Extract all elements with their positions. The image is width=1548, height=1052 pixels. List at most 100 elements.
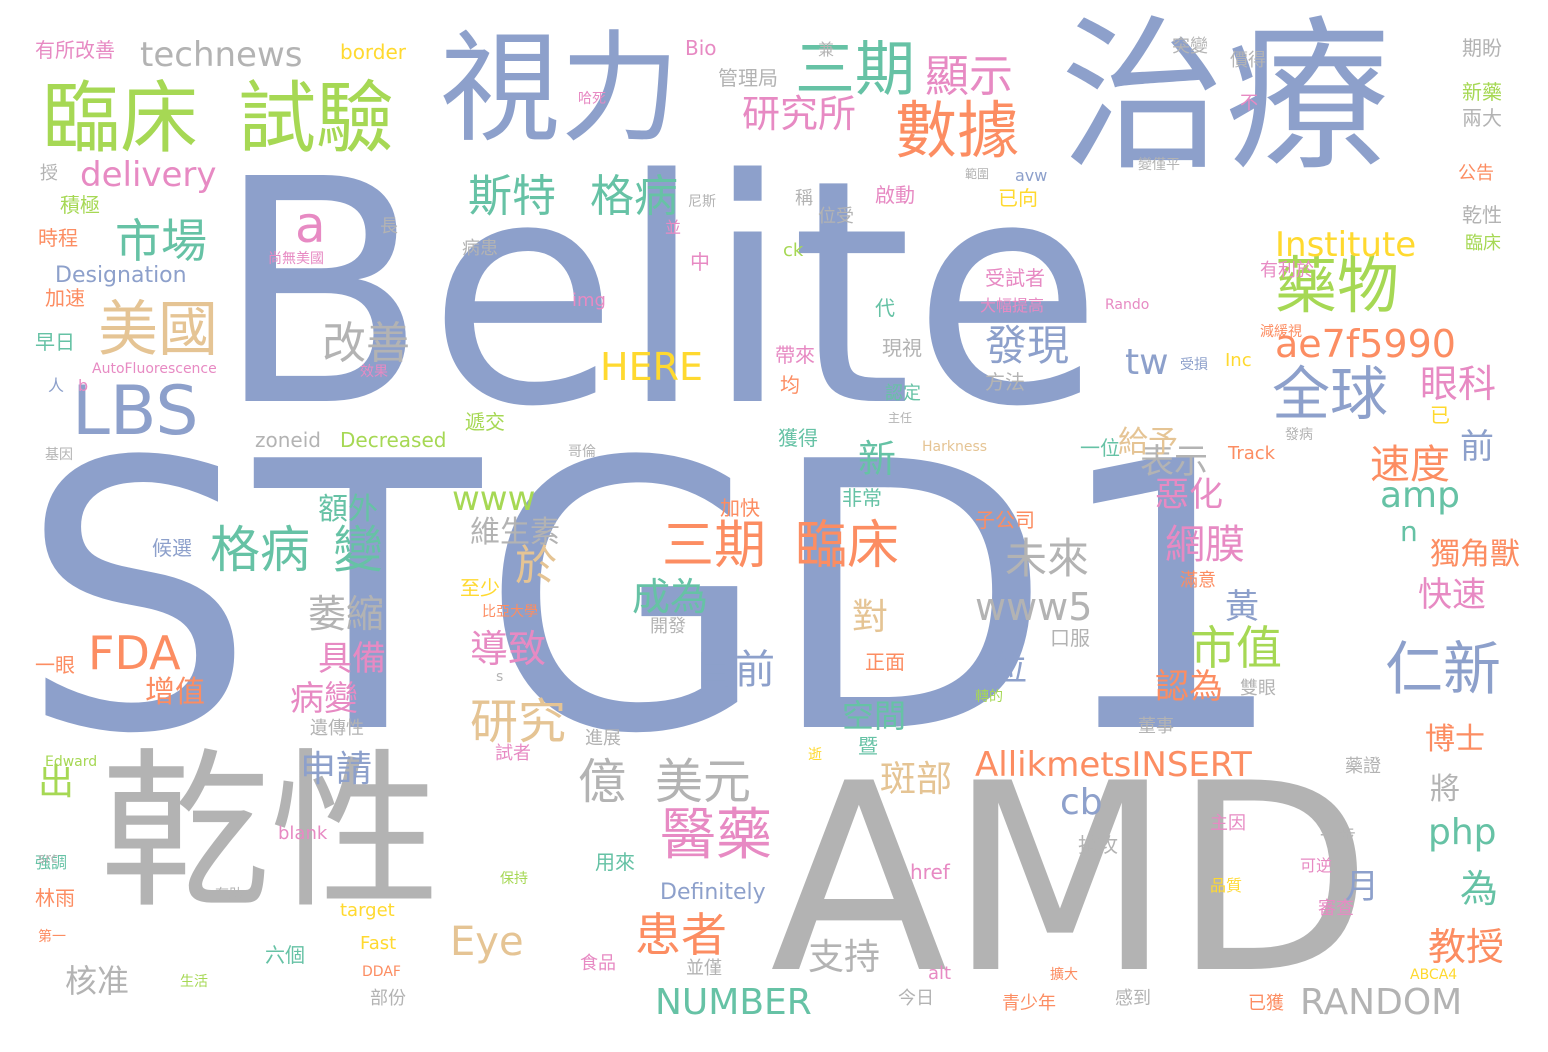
cloud-word: RANDOM [1300, 985, 1462, 1021]
cloud-word: 乾性 [1462, 205, 1502, 225]
cloud-word: 啟動 [875, 185, 915, 205]
cloud-word: 速度 [1370, 445, 1450, 485]
cloud-word: Eye [450, 922, 524, 962]
cloud-word: www [452, 482, 535, 516]
cloud-word: 可逆 [1300, 858, 1332, 874]
cloud-word: 今日 [898, 990, 934, 1008]
cloud-word: 授 [40, 165, 58, 183]
cloud-word: Fast [360, 935, 396, 953]
cloud-word: Track [1228, 445, 1275, 463]
cloud-word: 保持 [500, 872, 528, 886]
cloud-word: 快速 [1418, 578, 1486, 612]
cloud-word: cb [1060, 785, 1103, 821]
cloud-word: 患者 [635, 912, 727, 958]
cloud-word: 正面 [865, 652, 905, 672]
cloud-word: 尚無美國 [268, 252, 324, 266]
cloud-word: Inc [1225, 352, 1252, 370]
cloud-word: 新 [858, 440, 896, 478]
cloud-word: 第一 [38, 930, 66, 944]
cloud-word: 仁新 [1385, 640, 1501, 698]
cloud-word: Harkness [922, 440, 987, 454]
cloud-word: 成為 [632, 578, 708, 616]
cloud-word: 突變 [1172, 38, 1208, 56]
cloud-word: 給予 [1118, 428, 1178, 458]
cloud-word: 長 [380, 218, 398, 236]
cloud-word: 暨 [858, 736, 878, 756]
cloud-word: 食品 [580, 955, 616, 973]
cloud-word: 藥證 [1345, 758, 1381, 776]
cloud-word: 中 [690, 252, 710, 272]
cloud-word: 數據 [895, 100, 1019, 162]
cloud-word: border [340, 42, 406, 62]
cloud-word: 遞交 [465, 412, 505, 432]
cloud-word: 已 [1430, 405, 1450, 425]
cloud-word: Rando [1105, 298, 1149, 312]
cloud-word: 哥倫 [568, 445, 596, 459]
cloud-word: src [38, 852, 58, 866]
cloud-word: 用來 [595, 852, 635, 872]
cloud-word: www5 [975, 588, 1092, 626]
cloud-word: 並 [665, 220, 681, 236]
cloud-word: Bio [685, 38, 717, 58]
cloud-word: LBS [72, 378, 199, 446]
cloud-word: 加速 [45, 288, 85, 308]
cloud-word: 維生素 [470, 518, 560, 548]
cloud-word: AllikmetsINSERT [975, 748, 1252, 782]
cloud-word: 口服 [1050, 628, 1090, 648]
cloud-word: 獨角獸 [1430, 540, 1520, 570]
cloud-word: 美元 [655, 758, 751, 806]
cloud-word: 三期 [795, 40, 915, 100]
cloud-word: 斑部 [880, 762, 952, 798]
cloud-word: 具備 [318, 642, 386, 676]
cloud-word: 感到 [1115, 990, 1151, 1008]
cloud-word: 減緩視 [1260, 325, 1302, 339]
cloud-word: Institute [1275, 228, 1416, 262]
cloud-word: 億 [578, 758, 626, 806]
cloud-word: tw [1125, 345, 1169, 381]
cloud-word: 有利於 [1260, 262, 1314, 280]
cloud-word: 均 [780, 375, 800, 395]
cloud-word: 格病 [590, 175, 678, 219]
cloud-word: 非常 [842, 488, 882, 508]
cloud-word: alt [928, 965, 951, 983]
cloud-word: 病患 [462, 240, 498, 258]
cloud-word: Edward [45, 755, 97, 769]
cloud-word: 候選 [152, 538, 192, 558]
cloud-word: 研究所 [742, 95, 856, 133]
cloud-word: 部份 [370, 990, 406, 1008]
cloud-word: 主任 [888, 412, 912, 424]
cloud-word: 額外 [318, 495, 378, 525]
cloud-word: 稱 [795, 190, 813, 208]
cloud-word: Designation [55, 265, 187, 287]
cloud-word: 申請 [300, 752, 372, 788]
cloud-word: 主因 [1210, 815, 1246, 833]
cloud-word: Definitely [660, 882, 766, 904]
cloud-word: 發病 [1285, 428, 1313, 442]
cloud-word: 視力 [440, 30, 680, 150]
cloud-word: 林雨 [35, 888, 75, 908]
cloud-word: 哈死 [578, 92, 606, 106]
cloud-word: blank [278, 825, 327, 843]
cloud-word: 將 [1430, 775, 1460, 805]
cloud-word: 積極 [60, 195, 100, 215]
cloud-word: 乾性 [100, 748, 440, 918]
cloud-word: 治療 [1060, 15, 1390, 180]
cloud-word: 獲得 [778, 428, 818, 448]
cloud-word: 有助 [215, 888, 243, 902]
cloud-word: 博士 [1425, 725, 1485, 755]
cloud-word: n [1400, 518, 1418, 546]
cloud-word: 新藥 [1462, 82, 1502, 102]
cloud-word: 進展 [585, 730, 621, 748]
cloud-word: 臨床 [795, 520, 899, 572]
cloud-word: 改善 [322, 322, 410, 366]
cloud-word: 格病 [210, 525, 310, 575]
cloud-word: target [340, 902, 395, 920]
cloud-word: 目前 [695, 650, 775, 690]
cloud-word: php [1428, 815, 1497, 851]
cloud-word: delivery [80, 158, 217, 192]
cloud-word: 開發 [650, 618, 686, 636]
cloud-word: 市場 [115, 218, 207, 264]
cloud-word: 不 [1240, 95, 1258, 113]
cloud-word: 出 [38, 765, 74, 801]
